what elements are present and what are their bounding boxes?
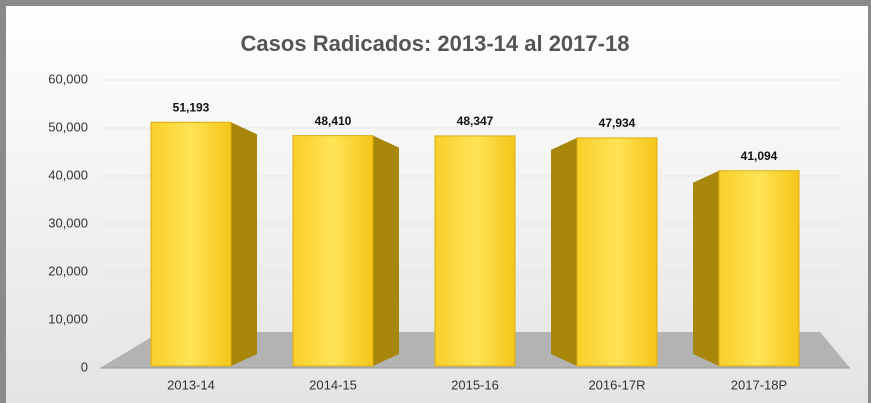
- bar: [434, 135, 516, 367]
- y-tick-label: 50,000: [48, 119, 88, 134]
- bar-side: [693, 170, 719, 366]
- bar: [576, 137, 658, 367]
- x-tick-label: 2013-14: [167, 377, 215, 392]
- value-label: 51,193: [173, 100, 210, 114]
- y-tick-label: 40,000: [48, 167, 88, 182]
- y-tick-label: 10,000: [48, 311, 88, 326]
- bar-side: [231, 122, 257, 367]
- value-label: 48,410: [315, 114, 352, 128]
- bar-side: [373, 135, 399, 366]
- y-tick-label: 20,000: [48, 263, 88, 278]
- x-tick-label: 2017-18P: [731, 377, 787, 392]
- value-label: 48,347: [457, 114, 494, 128]
- bar: [150, 121, 232, 367]
- y-tick-label: 30,000: [48, 215, 88, 230]
- x-tick-label: 2014-15: [309, 377, 357, 392]
- chart-title: Casos Radicados: 2013-14 al 2017-18: [241, 31, 630, 56]
- bar: [718, 170, 800, 367]
- y-tick-label: 0: [81, 359, 88, 374]
- x-tick-label: 2015-16: [451, 377, 499, 392]
- value-label: 47,934: [599, 116, 636, 130]
- value-label: 41,094: [741, 149, 778, 163]
- x-tick-label: 2016-17R: [588, 377, 645, 392]
- y-tick-label: 60,000: [48, 71, 88, 86]
- bar: [292, 135, 374, 367]
- bar-side: [551, 137, 577, 366]
